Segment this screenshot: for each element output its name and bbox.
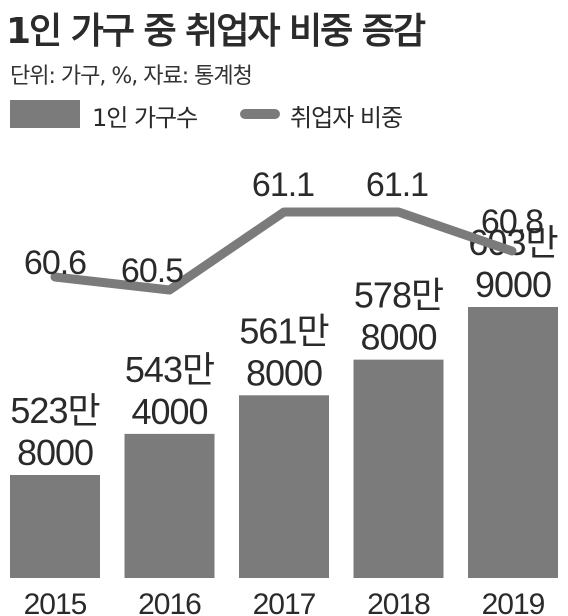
bar-2016: [124, 433, 215, 578]
line-series-employment-share: [50, 207, 517, 295]
line-label-2017: 61.1: [252, 166, 314, 204]
chart-title: 1인 가구 중 취업자 비중 증감: [6, 11, 426, 52]
x-tick-2015: 2015: [24, 588, 87, 616]
x-tick-2017: 2017: [253, 588, 316, 616]
bar-label-bottom-2015: 8000: [17, 432, 93, 473]
bar-label-top-2016: 543만: [125, 349, 214, 390]
bar-label-bottom-2019: 9000: [475, 264, 551, 305]
bar-2018: [353, 359, 444, 578]
bar-label-top-2015: 523만: [10, 390, 99, 431]
line-label-2018: 61.1: [366, 166, 428, 204]
legend-bar-label: 1인 가구수: [92, 104, 198, 132]
line-label-2015: 60.6: [24, 244, 86, 282]
bar-2017: [239, 395, 329, 578]
bar-label-bottom-2016: 4000: [131, 391, 207, 432]
bar-label-top-2018: 578만: [354, 275, 443, 316]
legend-line-swatch: [240, 109, 280, 119]
legend-line-label: 취업자 비중: [290, 104, 403, 132]
x-tick-2016: 2016: [138, 588, 201, 616]
bar-2015: [10, 475, 100, 578]
line-label-2016: 60.5: [121, 252, 183, 290]
x-tick-2018: 2018: [367, 588, 430, 616]
x-tick-2019: 2019: [482, 588, 545, 616]
bar-label-bottom-2018: 8000: [360, 317, 436, 358]
bar-label-bottom-2017: 8000: [246, 352, 322, 393]
unit-source-note: 단위: 가구, %, 자료: 통계청: [10, 64, 253, 89]
bar-label-top-2017: 561만: [239, 310, 328, 351]
legend-bar-swatch: [10, 100, 80, 128]
line-label-2019: 60.8: [481, 203, 543, 241]
bar-2019: [468, 307, 558, 578]
